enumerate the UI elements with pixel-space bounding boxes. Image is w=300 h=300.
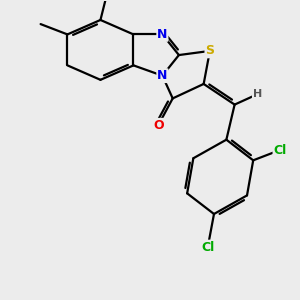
Text: N: N	[157, 28, 168, 41]
Text: O: O	[153, 119, 164, 132]
Text: S: S	[206, 44, 214, 57]
Text: Cl: Cl	[201, 241, 214, 254]
Text: N: N	[157, 69, 168, 82]
Text: H: H	[253, 89, 262, 99]
Text: Cl: Cl	[273, 143, 287, 157]
